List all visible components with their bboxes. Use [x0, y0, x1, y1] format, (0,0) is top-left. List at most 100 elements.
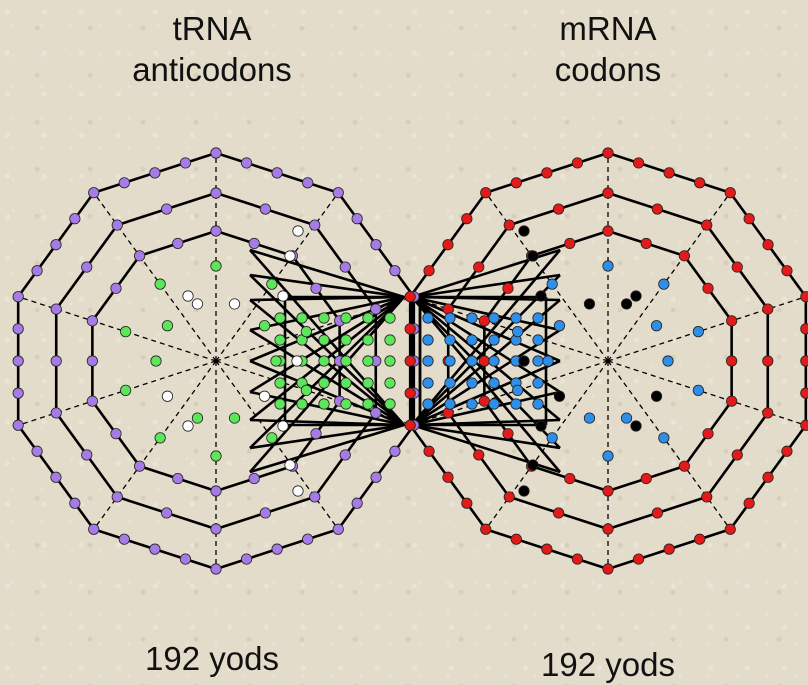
yod-dot — [640, 472, 652, 485]
yod-dot — [602, 187, 614, 199]
yod-dot — [277, 290, 289, 302]
yod-dot — [50, 407, 62, 419]
yod-dot — [228, 298, 241, 310]
yod-dot — [292, 485, 304, 497]
yod-dot — [384, 377, 396, 389]
yod-dot — [658, 278, 670, 290]
left-count-label: 192 yods — [145, 640, 279, 677]
yod-dot — [296, 398, 308, 410]
yod-dot — [743, 213, 755, 225]
yod-dot — [110, 282, 122, 294]
yod-dot — [88, 187, 100, 199]
yod-dot — [620, 412, 633, 424]
yod-dot — [743, 497, 755, 509]
yod-dot — [133, 250, 146, 262]
yod-dot — [118, 177, 130, 189]
yod-dot — [488, 377, 500, 389]
yod-dot — [541, 543, 553, 555]
dashed-spoke — [17, 296, 217, 362]
yod-dot — [302, 177, 314, 189]
yod-dot — [362, 355, 374, 367]
yod-dot — [31, 265, 43, 277]
yod-dot — [370, 471, 382, 483]
yod-dot — [444, 377, 456, 389]
yod-dot — [726, 355, 738, 367]
dashed-spoke — [93, 192, 217, 362]
yod-dot — [726, 395, 738, 407]
yod-dot — [309, 219, 321, 231]
yod-dot — [362, 334, 374, 346]
yod-dot — [81, 261, 93, 273]
yod-dot — [309, 491, 321, 503]
yod-dot — [111, 219, 123, 231]
yod-dot — [466, 398, 478, 410]
yod-dot — [466, 355, 478, 367]
ray — [411, 295, 561, 363]
yod-dot — [480, 523, 492, 535]
yod-dot — [404, 419, 416, 431]
yod-dot — [259, 203, 271, 215]
yod-dot — [228, 412, 241, 424]
dashed-spoke — [607, 296, 807, 362]
yod-dot — [292, 225, 304, 237]
right-title-line1: mRNA — [559, 10, 657, 47]
yod-dot — [731, 449, 743, 461]
yod-dot — [602, 147, 614, 159]
yod-dot — [518, 225, 530, 237]
yod-dot — [630, 290, 642, 302]
yod-dot — [650, 390, 663, 402]
yod-dot — [503, 491, 515, 503]
yod-dot — [461, 213, 473, 225]
yod-dot — [692, 384, 704, 396]
yod-dot — [210, 450, 222, 462]
yod-dot — [422, 312, 434, 324]
yod-dot — [274, 398, 286, 410]
yod-dot — [88, 523, 100, 535]
yod-dot — [564, 472, 576, 485]
yod-dot — [678, 460, 691, 472]
yod-dot — [274, 377, 286, 389]
yod-dot — [553, 320, 566, 332]
yod-dot — [620, 298, 633, 310]
yod-dot — [339, 449, 351, 461]
yod-dot — [86, 355, 98, 367]
yod-dot — [731, 261, 743, 273]
yod-dot — [564, 237, 576, 250]
yod-dot — [384, 334, 396, 346]
yod-dot — [702, 428, 714, 440]
yod-dot — [480, 187, 492, 199]
yod-dot — [532, 398, 544, 410]
yod-dot — [602, 260, 614, 272]
yod-dot — [527, 459, 539, 471]
yod-dot — [510, 312, 522, 324]
yod-dot — [154, 432, 166, 444]
yod-dot — [404, 387, 416, 399]
yod-dot — [442, 471, 454, 483]
dashed-spoke — [607, 360, 731, 530]
yod-dot — [389, 265, 401, 277]
yod-dot — [444, 312, 456, 324]
yod-dot — [351, 213, 363, 225]
yod-dot — [210, 523, 222, 535]
yod-dot — [478, 395, 490, 407]
yod-dot — [161, 203, 173, 215]
yod-dot — [404, 355, 416, 367]
yod-dot — [182, 420, 194, 432]
yod-dot — [182, 290, 194, 302]
yod-dot — [546, 278, 558, 290]
dashed-spoke — [17, 360, 217, 426]
yod-dot — [274, 334, 286, 346]
yod-dot — [502, 282, 514, 294]
yod-dot — [702, 282, 714, 294]
yod-dot — [31, 445, 43, 457]
yod-dot — [179, 553, 192, 565]
yod-dot — [466, 312, 478, 324]
yod-dot — [632, 157, 645, 169]
yod-dot — [248, 237, 260, 250]
ray — [411, 296, 561, 449]
yod-dot — [422, 398, 434, 410]
yod-dot — [318, 312, 330, 324]
yod-dot — [384, 398, 396, 410]
yod-dot — [650, 320, 663, 332]
yod-dot — [266, 278, 278, 290]
